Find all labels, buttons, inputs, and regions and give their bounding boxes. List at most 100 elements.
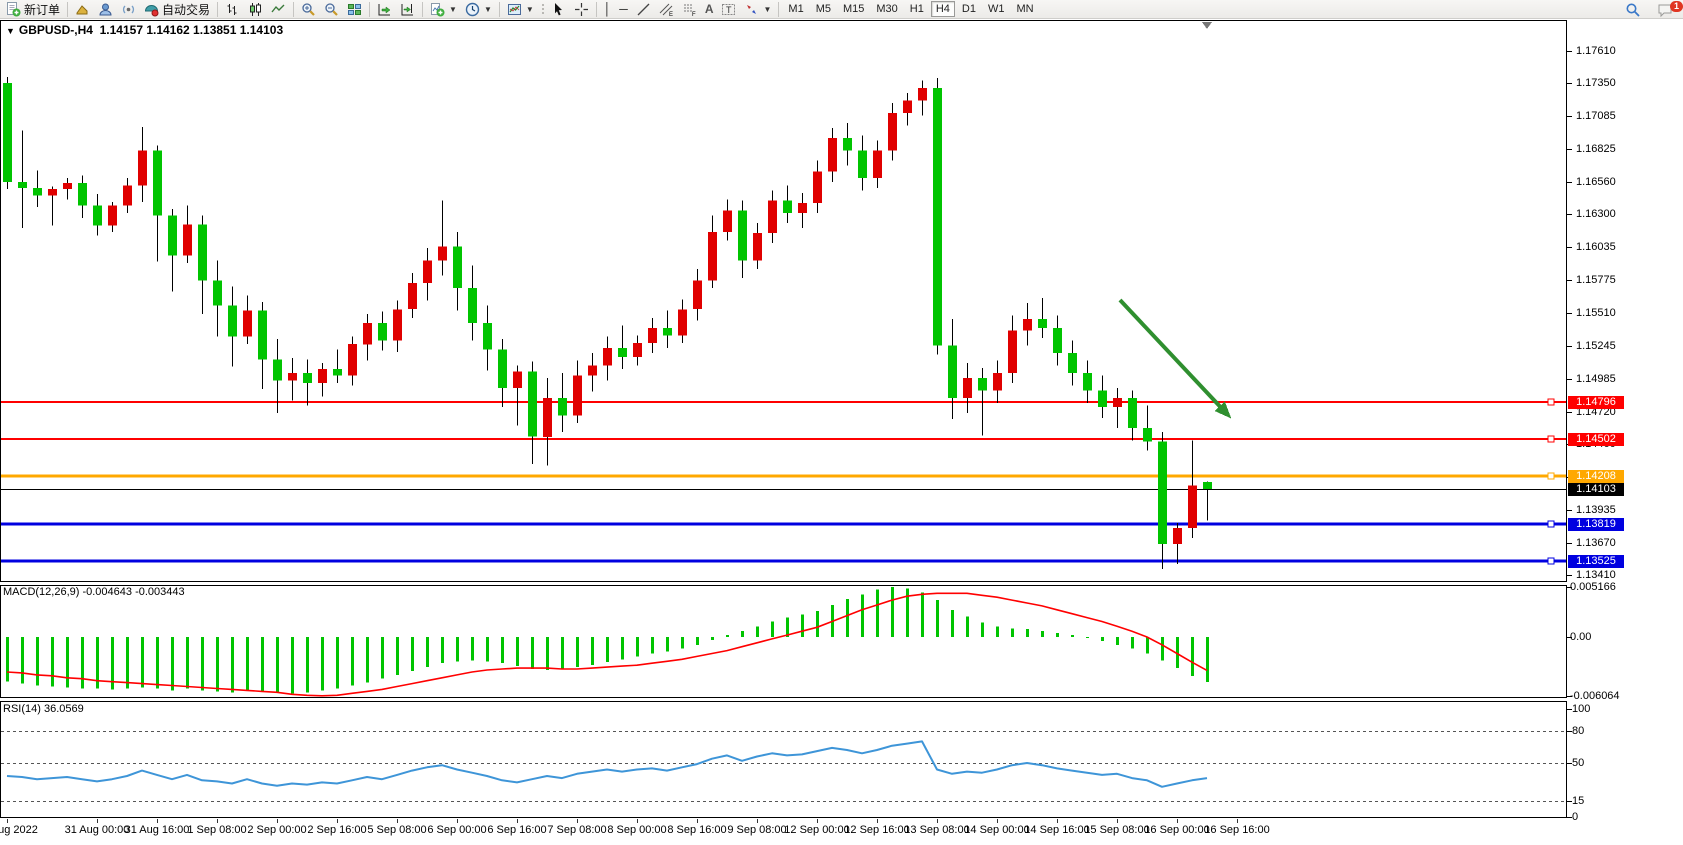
candle-body — [213, 280, 222, 306]
candle-body — [843, 138, 852, 151]
candle-body — [108, 205, 117, 226]
new-order-button[interactable]: 新订单 — [2, 1, 64, 18]
time-axis-label: 1 Sep 08:00 — [187, 824, 247, 836]
candle-body — [1053, 328, 1062, 353]
timeframe-M30[interactable]: M30 — [871, 1, 902, 17]
candle-body — [903, 100, 912, 113]
separator — [217, 1, 219, 17]
equidistant-channel-button[interactable]: E — [655, 1, 678, 18]
arrows-button[interactable]: ▼ — [740, 1, 775, 18]
candle-body — [1173, 528, 1182, 545]
price-pane-frame[interactable] — [0, 20, 1567, 582]
cursor-button[interactable] — [547, 1, 570, 18]
candle-body — [888, 113, 897, 151]
notifications-button[interactable]: 1 — [1653, 1, 1683, 18]
candle-body — [123, 185, 132, 206]
price-tick-label: 1.15775 — [1576, 274, 1616, 286]
signals-icon — [121, 2, 136, 17]
trend-arrow-annotation[interactable] — [1118, 298, 1232, 419]
time-axis-label: 2 Sep 16:00 — [307, 824, 367, 836]
candle-body — [393, 309, 402, 341]
price-tick-label: 1.14985 — [1576, 373, 1616, 385]
auto-scroll-button[interactable] — [373, 1, 396, 18]
timeframe-M5[interactable]: M5 — [811, 1, 836, 17]
text-label-button[interactable]: T — [717, 1, 740, 18]
crosshair-button[interactable] — [570, 1, 593, 18]
price-tick-label: 1.13410 — [1576, 569, 1616, 581]
level-price-tag: 1.14796 — [1568, 396, 1624, 409]
candle-body — [168, 215, 177, 256]
candle-chart-button[interactable] — [244, 1, 267, 18]
level-handle[interactable] — [1547, 472, 1555, 480]
timeframe-M1[interactable]: M1 — [783, 1, 808, 17]
signals-button[interactable] — [117, 1, 140, 18]
svg-text:F: F — [692, 12, 696, 17]
timeframe-H1[interactable]: H1 — [905, 1, 929, 17]
macd-signal-line — [6, 592, 1208, 697]
crosshair-icon — [574, 2, 589, 17]
chart-shift-button[interactable] — [396, 1, 419, 18]
time-axis-label: 8 Sep 16:00 — [667, 824, 727, 836]
time-axis-label: 31 Aug 00:00 — [64, 824, 130, 836]
level-handle[interactable] — [1547, 435, 1555, 443]
separator — [293, 1, 295, 17]
timeframe-H4[interactable]: H4 — [930, 1, 955, 17]
text-button[interactable]: A — [701, 1, 718, 18]
zoom-in-button[interactable] — [297, 1, 320, 18]
timeframe-MN[interactable]: MN — [1011, 1, 1038, 17]
toolbar: 新订单 自动交易 ▼ ▼ ▼ │ ─ E F A T — [0, 0, 1683, 19]
equidistant-channel-icon: E — [659, 2, 674, 17]
bar-chart-button[interactable] — [221, 1, 244, 18]
timeframe-W1[interactable]: W1 — [983, 1, 1010, 17]
candle-body — [1128, 398, 1137, 428]
candle-body — [1068, 353, 1077, 373]
timeframe-M15[interactable]: M15 — [838, 1, 869, 17]
candle-body — [93, 205, 102, 226]
candle-body — [453, 246, 462, 288]
symbol-dropdown-icon[interactable]: ▼ — [6, 26, 15, 36]
candle-body — [258, 310, 267, 360]
charts-button[interactable] — [71, 1, 94, 18]
timeframe-D1[interactable]: D1 — [957, 1, 981, 17]
candles-layer — [3, 76, 1212, 570]
new-order-label: 新订单 — [24, 2, 61, 17]
zoom-out-button[interactable] — [320, 1, 343, 18]
candle-body — [1158, 441, 1167, 545]
macd-pane-frame[interactable] — [0, 585, 1567, 698]
autotrade-button[interactable]: 自动交易 — [140, 1, 214, 18]
candle-body — [1113, 398, 1122, 407]
metaeditor-button[interactable] — [94, 1, 117, 18]
indicators-button[interactable]: ▼ — [426, 1, 461, 18]
cursor-icon — [551, 2, 566, 17]
macd-layer — [6, 586, 1209, 694]
level-handle[interactable] — [1547, 557, 1555, 565]
candle-body — [708, 231, 717, 281]
shift-marker-icon[interactable] — [1202, 22, 1212, 29]
candle-body — [1188, 485, 1197, 528]
toolbar-drag-handle[interactable] — [539, 2, 545, 16]
candle-body — [633, 343, 642, 357]
horizontal-line-button[interactable]: ─ — [615, 1, 632, 18]
level-handle[interactable] — [1547, 520, 1555, 528]
candle-body — [348, 344, 357, 376]
trendline-button[interactable] — [632, 1, 655, 18]
text-label-icon: T — [721, 2, 736, 17]
price-tick-label: 1.15510 — [1576, 307, 1616, 319]
search-button[interactable] — [1621, 1, 1645, 18]
templates-button[interactable]: ▼ — [503, 1, 538, 18]
candle-body — [588, 365, 597, 376]
candle-body — [183, 224, 192, 256]
price-tick-label: 1.17610 — [1576, 45, 1616, 57]
tile-windows-button[interactable] — [343, 1, 366, 18]
fibonacci-button[interactable]: F — [678, 1, 701, 18]
level-handle[interactable] — [1547, 398, 1555, 406]
chevron-down-icon: ▼ — [449, 4, 457, 14]
zoom-out-icon — [324, 2, 339, 17]
templates-icon — [507, 2, 522, 17]
periods-button[interactable]: ▼ — [461, 1, 496, 18]
line-chart-button[interactable] — [267, 1, 290, 18]
rsi-pane-frame[interactable] — [0, 701, 1567, 818]
vertical-line-button[interactable]: │ — [600, 1, 616, 18]
chart-shift-icon — [400, 2, 415, 17]
